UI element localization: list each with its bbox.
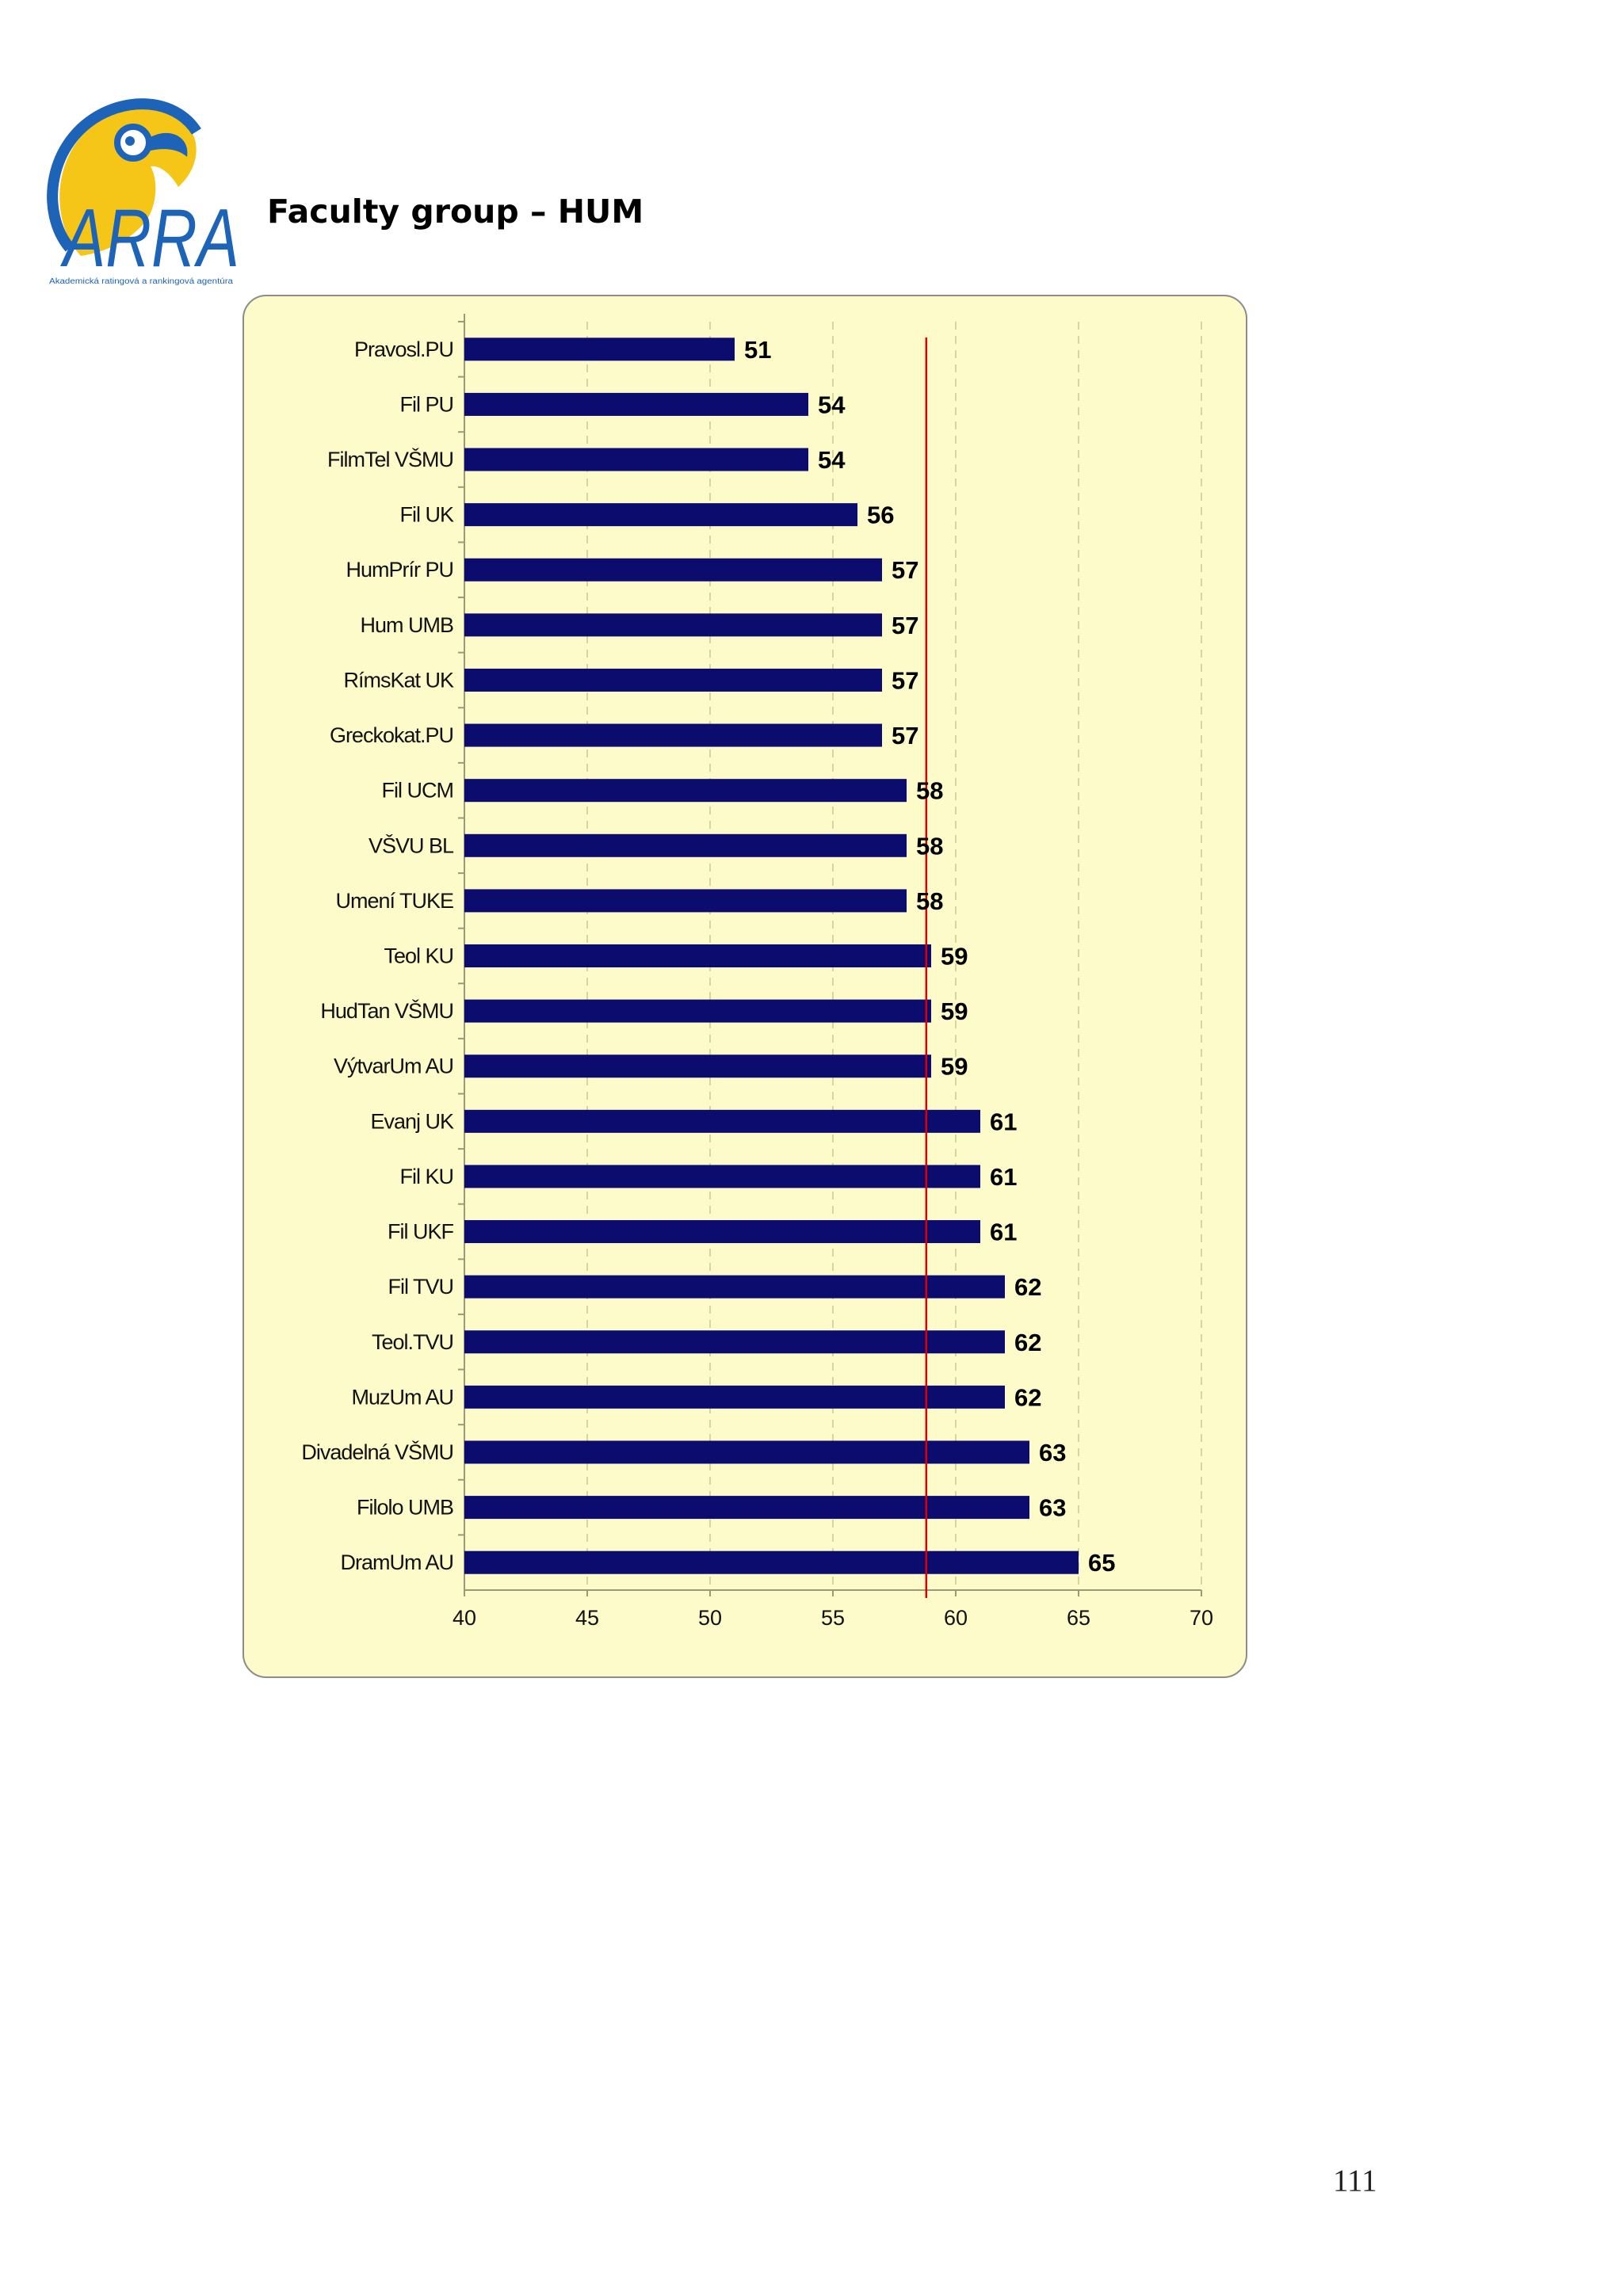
bar	[464, 1440, 1029, 1464]
value-label: 51	[744, 336, 771, 364]
category-label: MuzUm AU	[351, 1385, 453, 1409]
value-label: 65	[1088, 1549, 1115, 1577]
x-tick-label: 45	[575, 1606, 599, 1630]
category-label: RímsKat UK	[343, 668, 454, 692]
bar	[464, 999, 931, 1023]
value-label: 62	[1014, 1383, 1041, 1411]
x-tick-label: 60	[944, 1606, 968, 1630]
value-label: 59	[941, 1053, 968, 1081]
bar	[464, 944, 931, 967]
category-label: Evanj UK	[370, 1109, 454, 1133]
value-label: 56	[867, 502, 894, 529]
category-label: Greckokat.PU	[330, 723, 453, 747]
category-label: Fil KU	[400, 1165, 454, 1188]
category-label: Fil UCM	[382, 779, 453, 803]
bar	[464, 558, 882, 582]
page-number: 111	[1333, 2164, 1377, 2198]
x-tick-label: 70	[1190, 1606, 1213, 1630]
bar	[464, 1055, 931, 1078]
logo-bird-beak	[151, 132, 188, 157]
bar	[464, 613, 882, 637]
category-label: Teol.TVU	[372, 1330, 453, 1354]
value-label: 59	[941, 997, 968, 1025]
bar	[464, 1165, 980, 1188]
x-tick-label: 40	[453, 1606, 476, 1630]
bar	[464, 1550, 1079, 1574]
category-label: HudTan VŠMU	[320, 998, 453, 1023]
bar	[464, 392, 808, 416]
category-label: Hum UMB	[360, 613, 453, 637]
value-label: 61	[990, 1163, 1017, 1191]
x-tick-label: 50	[698, 1606, 722, 1630]
value-label: 62	[1014, 1273, 1041, 1301]
bar	[464, 1330, 1005, 1354]
bar	[464, 1220, 980, 1244]
value-label: 59	[941, 943, 968, 971]
x-tick-label: 55	[821, 1606, 845, 1630]
logo-bird-blue-arc	[47, 98, 201, 252]
category-label: Fil TVU	[388, 1275, 453, 1299]
value-label: 63	[1039, 1494, 1066, 1522]
x-tick-label: 65	[1067, 1606, 1090, 1630]
bar	[464, 889, 907, 913]
arra-logo: ARRA Akademická ratingová a rankingová a…	[47, 98, 239, 286]
bar	[464, 1496, 1029, 1520]
category-label: VŠVU BL	[369, 833, 454, 857]
value-label: 63	[1039, 1439, 1066, 1466]
value-label: 58	[916, 887, 943, 915]
value-label: 54	[818, 391, 846, 418]
category-label: Divadelná VŠMU	[301, 1440, 453, 1464]
category-label: Fil PU	[400, 392, 454, 416]
category-label: Fil UK	[400, 503, 454, 527]
value-label: 61	[990, 1219, 1017, 1246]
category-label: FilmTel VŠMU	[327, 447, 453, 471]
bar-chart: 40 45 50 55 60 65 70 Pravosl.PU 51 Fil PU 54 FilmTe…	[301, 314, 1213, 1630]
category-label: HumPrír PU	[346, 558, 453, 582]
logo-bird-eye	[125, 136, 135, 146]
category-label: Umení TUKE	[335, 889, 453, 913]
bar	[464, 1109, 980, 1133]
category-label: VýtvarUm AU	[334, 1055, 453, 1078]
category-label: Teol KU	[384, 944, 453, 968]
bar	[464, 779, 907, 803]
bar	[464, 833, 907, 857]
bar-layer	[464, 338, 1079, 1574]
bar	[464, 338, 735, 361]
value-label: 57	[892, 612, 918, 639]
label-layer: 40 45 50 55 60 65 70 Pravosl.PU 51 Fil PU 54 FilmTe…	[301, 336, 1213, 1630]
bar	[464, 503, 857, 527]
bar	[464, 1275, 1005, 1299]
category-label: Fil UKF	[388, 1220, 453, 1244]
value-label: 58	[916, 832, 943, 860]
category-label: DramUm AU	[340, 1550, 453, 1574]
value-label: 54	[818, 446, 846, 474]
value-label: 58	[916, 777, 943, 805]
bar	[464, 1385, 1005, 1409]
page-heading: Faculty group – HUM	[267, 193, 644, 231]
bar	[464, 448, 808, 471]
value-label: 57	[892, 556, 918, 584]
value-label: 61	[990, 1108, 1017, 1135]
category-label: Filolo UMB	[357, 1496, 453, 1520]
value-label: 57	[892, 722, 918, 749]
category-label: Pravosl.PU	[354, 338, 453, 361]
logo-subtitle: Akademická ratingová a rankingová agentú…	[49, 277, 233, 286]
value-label: 62	[1014, 1329, 1041, 1356]
bar	[464, 668, 882, 692]
bar	[464, 723, 882, 747]
value-label: 57	[892, 666, 918, 694]
logo-wordmark: ARRA	[59, 193, 239, 284]
